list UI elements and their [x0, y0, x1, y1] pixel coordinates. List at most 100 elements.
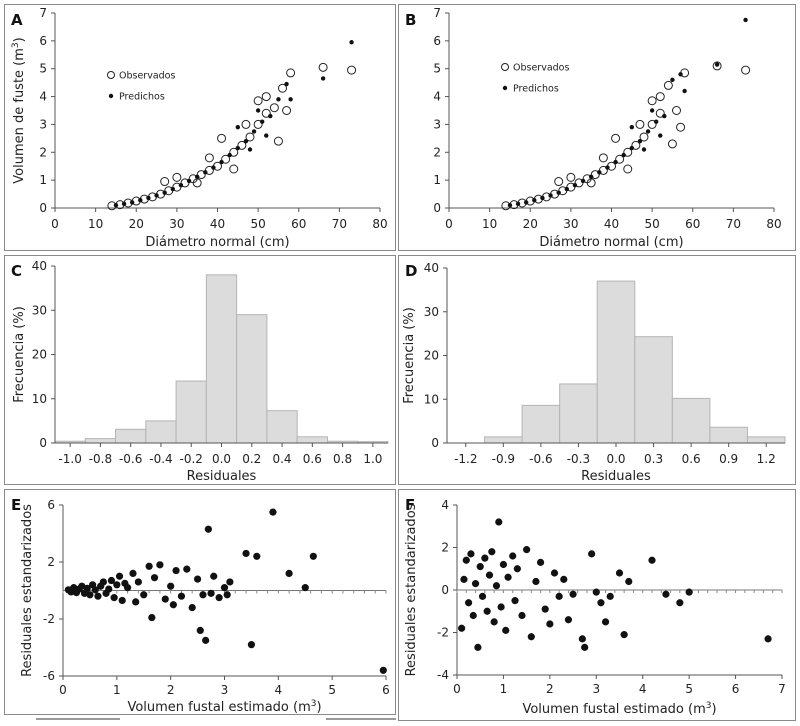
panel-letter-a: A [11, 11, 23, 29]
observed-point [217, 133, 227, 143]
residual-point [601, 618, 610, 626]
observed-point [286, 68, 296, 78]
panel-f: F 4 2 0 -2 -4 0 1 2 3 4 5 6 7 Volumen fustal estimado … [398, 489, 796, 721]
residual-point [497, 603, 505, 611]
observed-point [237, 140, 247, 150]
residual-point [648, 556, 656, 564]
residual-point [460, 575, 468, 583]
predicted-point [605, 165, 610, 170]
residual-point [555, 592, 563, 600]
histogram-bar [296, 436, 328, 444]
observed-point [261, 108, 271, 118]
residual-point [502, 626, 510, 634]
x-tick-label: 70 [332, 217, 347, 231]
residual-point [91, 586, 99, 594]
y-axis-title: Residuales estandarizados [20, 504, 35, 677]
observed-point [623, 147, 633, 157]
predicted-point [564, 186, 570, 192]
observed-point [635, 119, 645, 129]
y-tick-label: 3 [39, 117, 47, 131]
y-tick-label: 1 [39, 173, 47, 187]
observed-point [172, 172, 182, 182]
chart-c-svg: C 0 10 20 30 40 -1.0 -0.8 -0.6 -0.4 -0.2 0.0 0.2 0.4 0… [11, 259, 389, 484]
x-tick-label: 80 [766, 217, 781, 231]
observed-point [676, 122, 686, 132]
x-tick-label: 80 [372, 217, 387, 231]
x-tick-label: 0.8 [333, 452, 352, 466]
x-tick-label: 4 [639, 682, 647, 696]
x-tick-label: 70 [726, 217, 741, 231]
residual-point [518, 611, 526, 620]
residual-point [242, 549, 250, 558]
x-tick-label: -0.8 [89, 452, 112, 466]
predicted-point [288, 97, 293, 102]
predicted-point [203, 170, 208, 175]
residual-point [140, 591, 148, 599]
histogram-bar [205, 274, 238, 444]
observed-point [741, 65, 751, 75]
residual-point [560, 575, 568, 583]
x-tick-label: 0 [445, 217, 453, 231]
y-tick-label: -2 [43, 612, 55, 626]
predicted-point [662, 113, 667, 119]
residual-point [588, 550, 596, 558]
residual-point [625, 577, 633, 586]
y-tick-label: 7 [39, 6, 47, 20]
residual-point [481, 554, 489, 562]
residual-point [132, 598, 140, 606]
observed-point [261, 92, 271, 102]
residual-point [226, 578, 234, 586]
residual-point [183, 565, 191, 573]
residual-point [764, 635, 772, 643]
residual-point [469, 611, 477, 620]
legend-predicted-label: Predichos [513, 84, 559, 95]
x-tick-label: 30 [169, 217, 184, 231]
observed-point [623, 164, 633, 174]
residual-point [478, 592, 487, 600]
predicted-point [523, 200, 529, 205]
residual-point [196, 626, 204, 634]
observed-point [639, 132, 649, 142]
x-tick-label: -0.4 [149, 452, 172, 466]
residual-point [592, 588, 600, 596]
observed-point [196, 170, 206, 180]
y-tick-label: 30 [424, 305, 439, 319]
residual-point [685, 588, 693, 596]
x-tick-label: 1.0 [363, 452, 382, 466]
y-tick-label: 2 [39, 145, 47, 159]
chart-e-svg: E 6 2 -2 -6 0 1 2 3 4 5 6 Volumen fustal estimado (m… [11, 496, 390, 714]
x-tick-label: 6 [732, 682, 740, 696]
x-tick-label: 40 [604, 217, 619, 231]
y-tick-label: 5 [433, 62, 441, 76]
y-tick-label: 5 [39, 62, 47, 76]
y-axis-title: Frecuencia (%) [402, 307, 417, 404]
predicted-point [129, 200, 135, 205]
histogram-bar [115, 428, 147, 444]
residual-point [94, 592, 102, 600]
panel-c: C 0 10 20 30 40 -1.0 -0.8 -0.6 -0.4 -0.2 0.0 0.2 0.4 0… [4, 255, 396, 485]
predicted-point [276, 97, 281, 102]
residual-point [169, 601, 177, 609]
predicted-point [649, 108, 655, 113]
panel-letter-f: F [405, 496, 415, 514]
panel-letter-c: C [11, 262, 22, 280]
residual-point [620, 631, 628, 639]
legend-predicted-label: Predichos [119, 92, 165, 103]
residual-point [569, 590, 577, 598]
predicted-point [264, 133, 269, 138]
x-tick-label: 7 [778, 682, 786, 696]
residual-point [301, 584, 309, 592]
observed-point [667, 139, 677, 149]
residual-point [467, 550, 475, 558]
x-tick-label: 0 [51, 217, 59, 231]
residual-point [485, 571, 494, 579]
panel-letter-b: B [405, 11, 416, 29]
panel-b: B 0 1 2 3 4 5 6 7 0 10 20 30 40 50 60 70 80 Observados Pred… [398, 4, 796, 251]
y-tick-label: 6 [39, 34, 47, 48]
y-tick-label: 1 [433, 173, 441, 187]
histogram-bar [559, 383, 598, 444]
chart-f-svg: F 4 2 0 -2 -4 0 1 2 3 4 5 6 7 Volumen fustal estimado … [404, 496, 786, 717]
residual-point [145, 562, 153, 570]
panel-letter-e: E [11, 496, 21, 514]
